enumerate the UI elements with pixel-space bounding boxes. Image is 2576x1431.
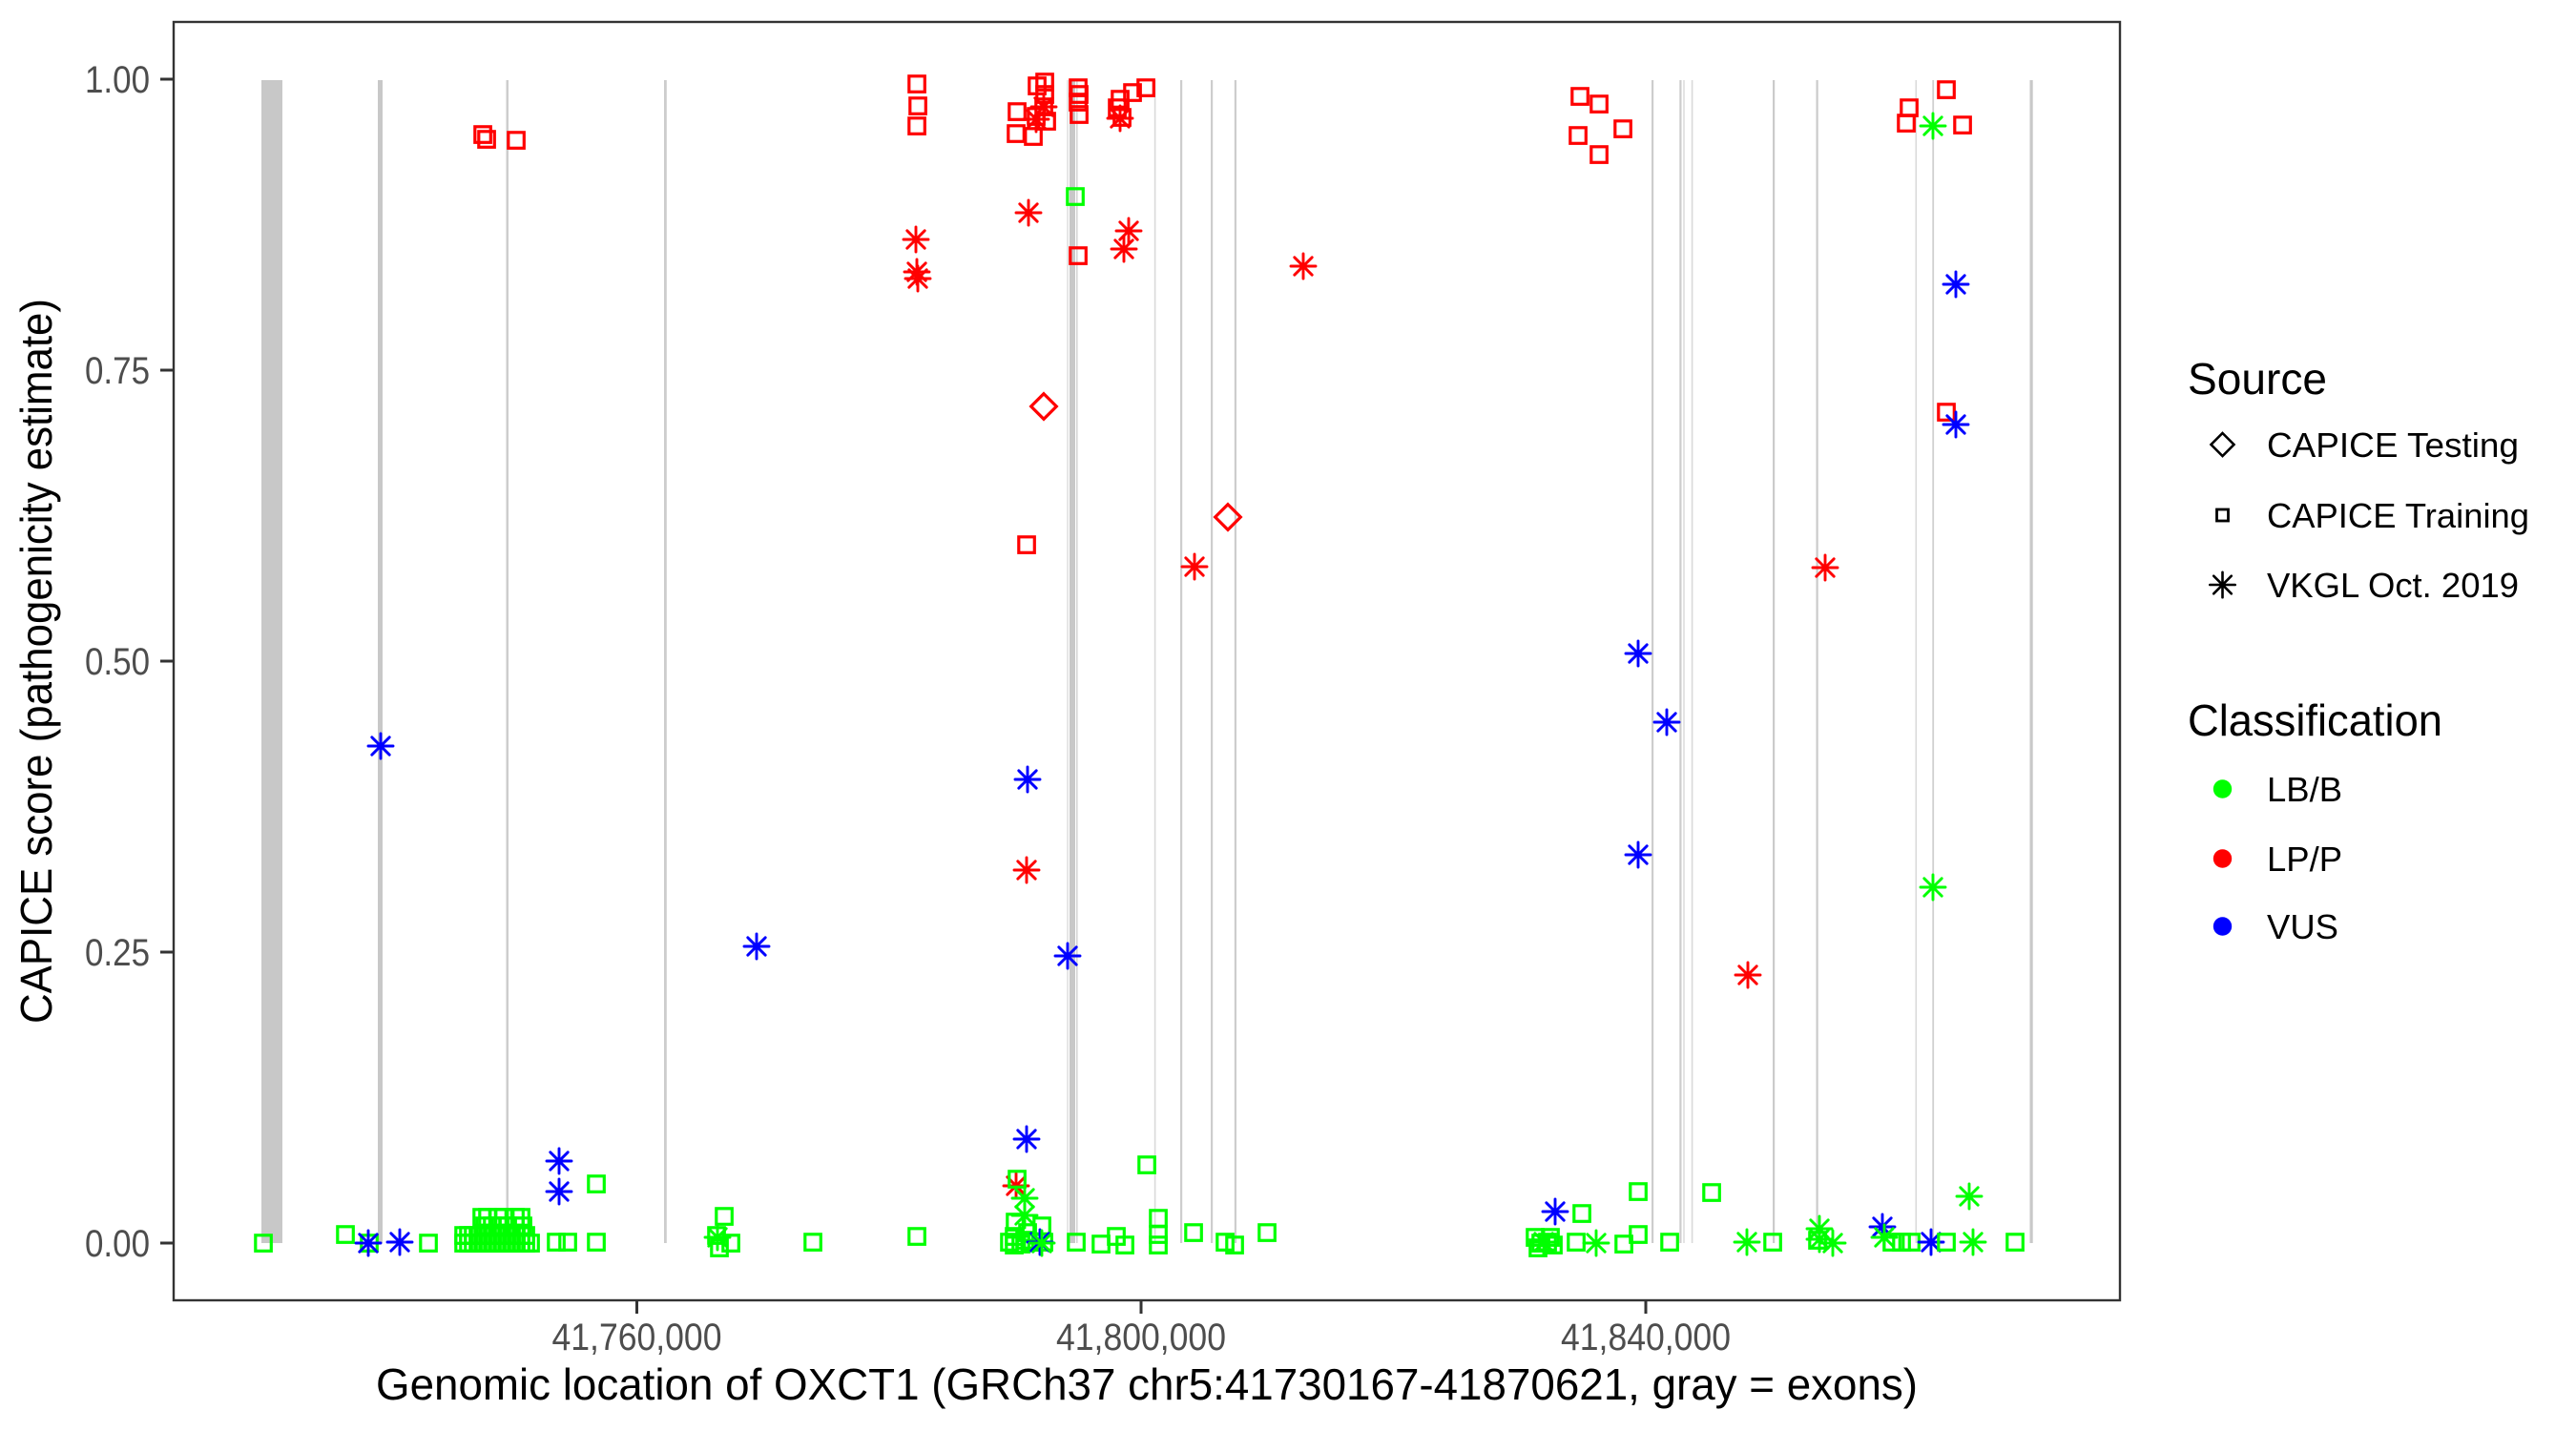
svg-text:Source: Source — [2188, 354, 2327, 404]
svg-text:VKGL Oct. 2019: VKGL Oct. 2019 — [2267, 566, 2519, 605]
svg-text:CAPICE Testing: CAPICE Testing — [2267, 425, 2519, 465]
svg-text:LP/P: LP/P — [2267, 840, 2342, 879]
svg-text:0.00: 0.00 — [85, 1223, 150, 1265]
svg-text:Genomic location of OXCT1 (GRC: Genomic location of OXCT1 (GRCh37 chr5:4… — [376, 1359, 1918, 1409]
svg-text:CAPICE score (pathogenicity es: CAPICE score (pathogenicity estimate) — [11, 299, 61, 1024]
svg-text:0.50: 0.50 — [85, 641, 150, 683]
svg-text:41,800,000: 41,800,000 — [1056, 1317, 1226, 1358]
svg-text:VUS: VUS — [2267, 907, 2338, 946]
svg-text:1.00: 1.00 — [85, 59, 150, 101]
svg-text:41,760,000: 41,760,000 — [552, 1317, 722, 1358]
svg-text:0.25: 0.25 — [85, 932, 150, 974]
svg-text:Classification: Classification — [2188, 695, 2442, 745]
svg-text:41,840,000: 41,840,000 — [1561, 1317, 1731, 1358]
svg-text:CAPICE Training: CAPICE Training — [2267, 496, 2529, 535]
svg-text:0.75: 0.75 — [85, 350, 150, 392]
svg-text:LB/B: LB/B — [2267, 770, 2342, 809]
